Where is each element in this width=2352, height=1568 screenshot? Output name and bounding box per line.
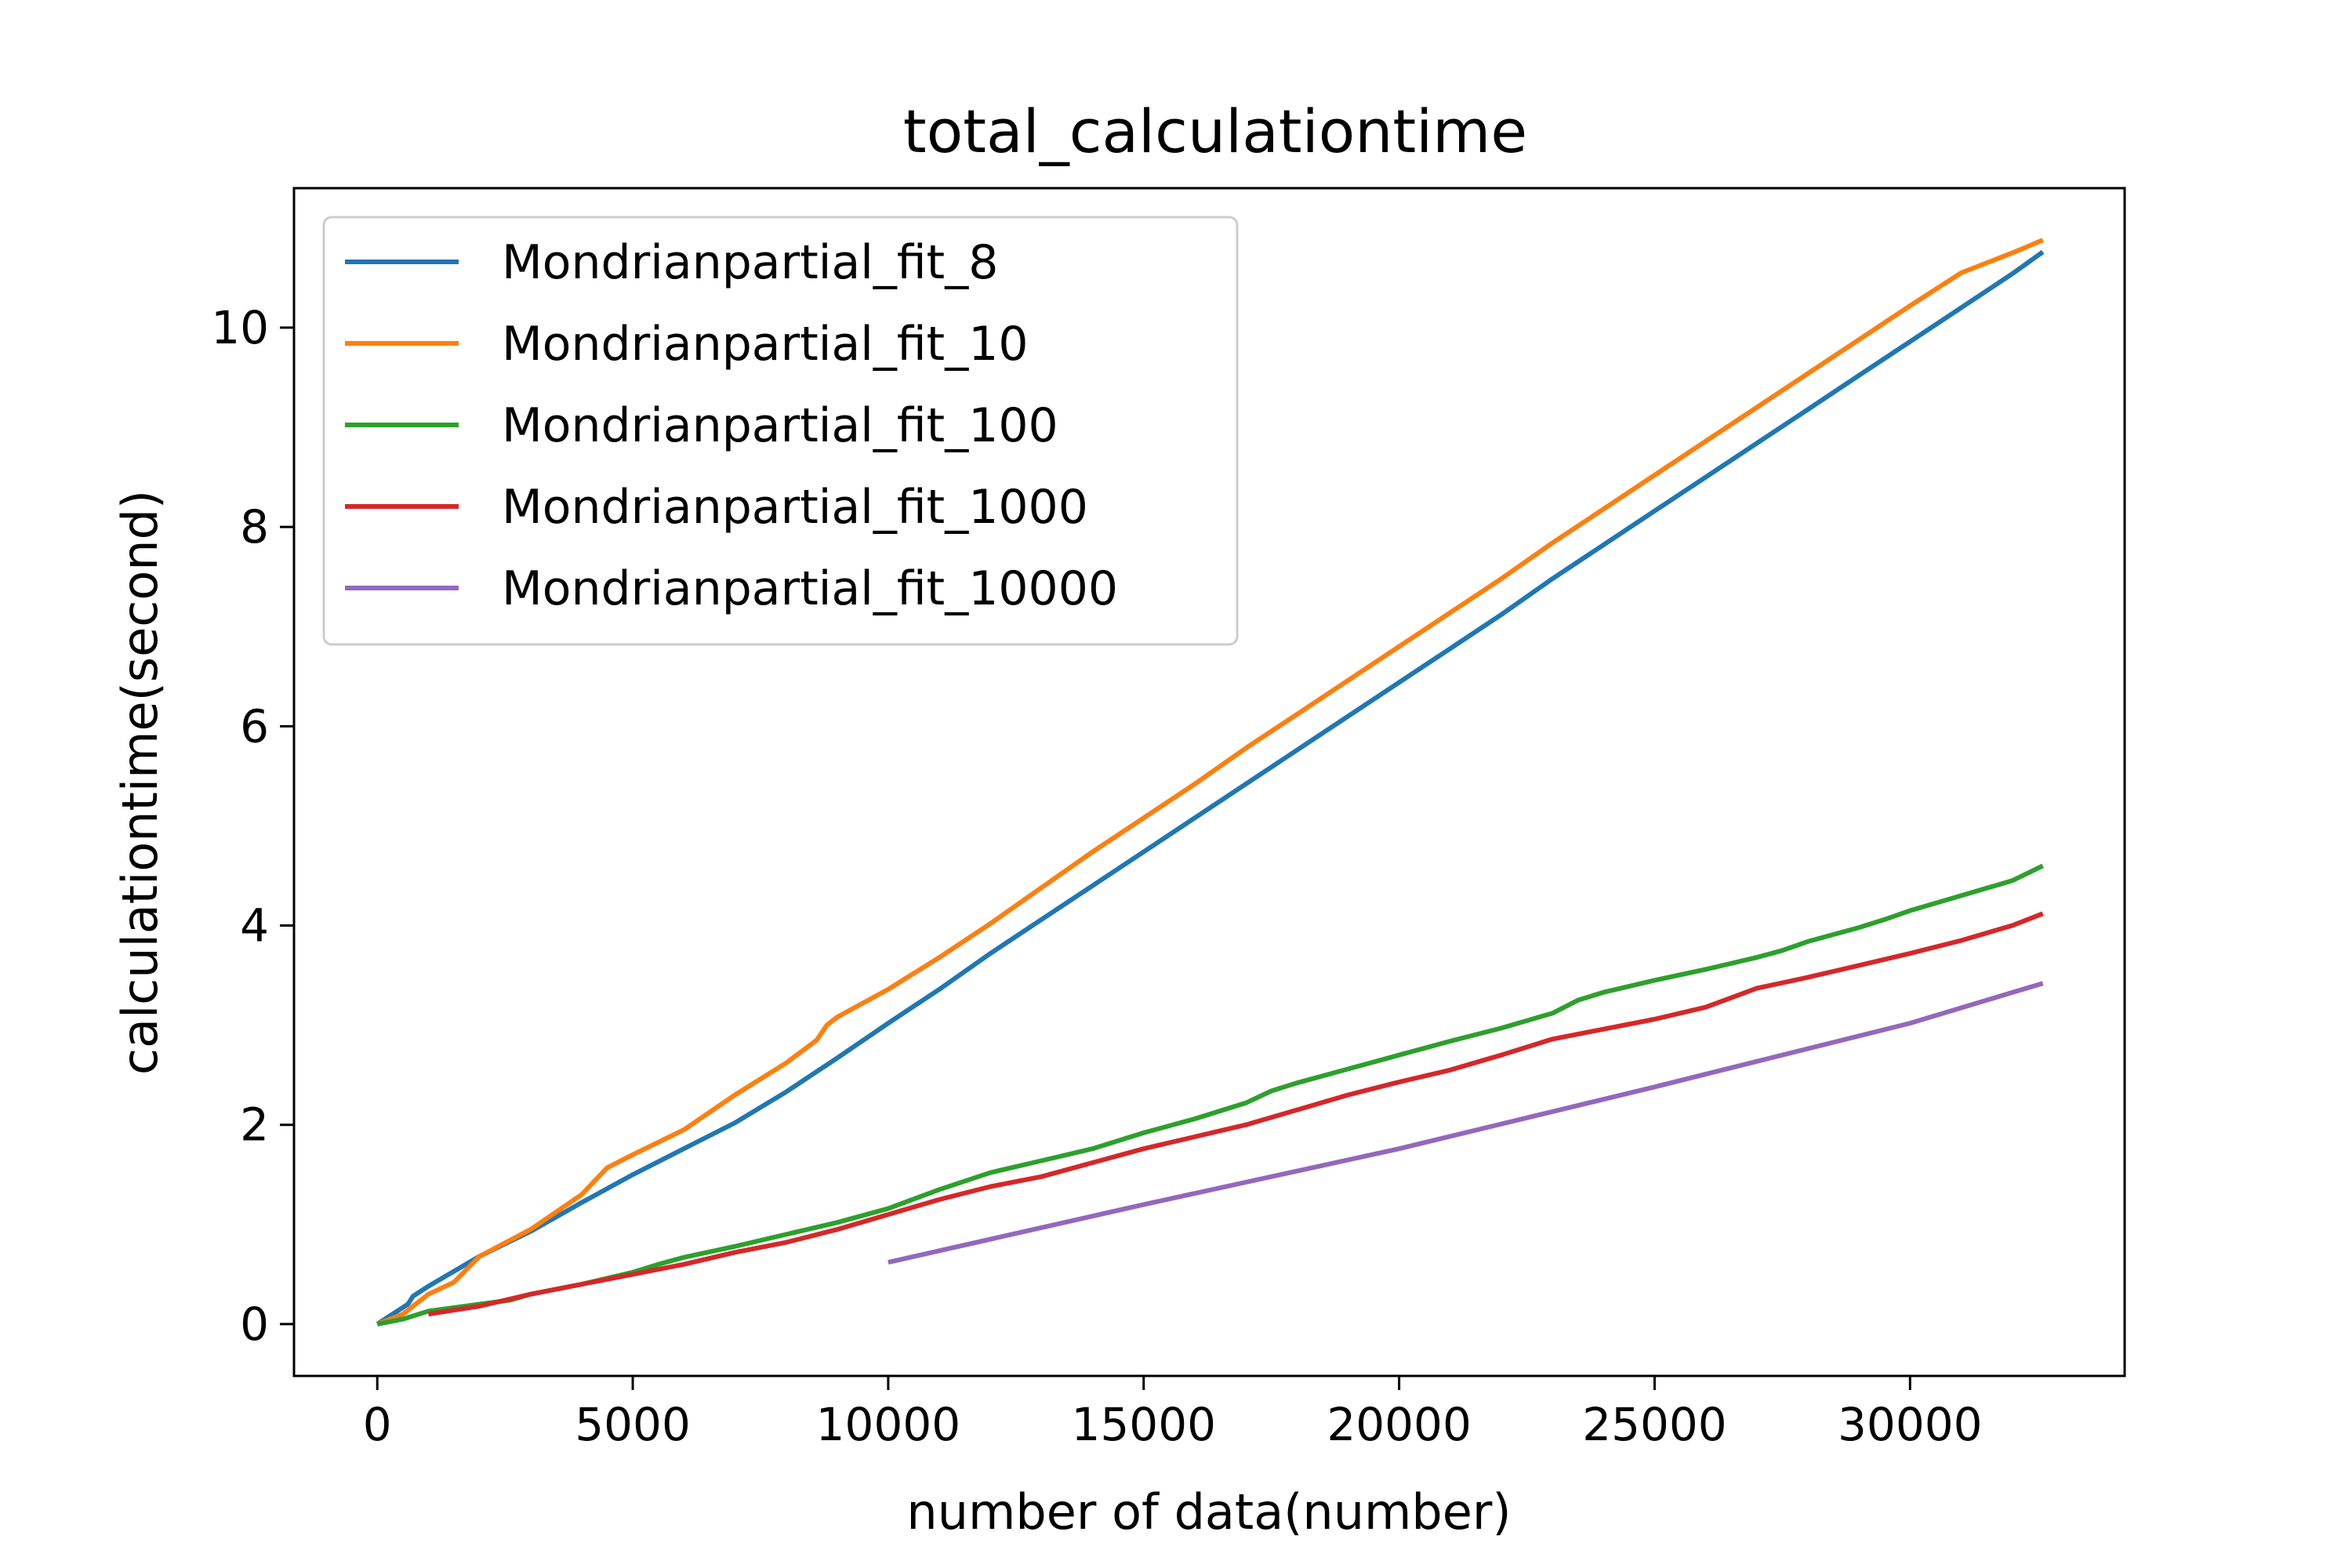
x-tick-label: 10000 <box>816 1398 961 1451</box>
legend-entry-label: Mondrianpartial_fit_100 <box>502 398 1058 453</box>
x-tick-label: 25000 <box>1582 1398 1727 1451</box>
chart-title: total_calculationtime <box>903 96 1527 166</box>
legend-entry-label: Mondrianpartial_fit_1000 <box>502 480 1088 535</box>
series-line <box>376 863 2045 1327</box>
y-tick-label: 0 <box>240 1298 269 1351</box>
y-tick-label: 8 <box>240 500 269 554</box>
legend-entry-label: Mondrianpartial_fit_8 <box>502 235 998 290</box>
plot-area <box>376 238 2045 1327</box>
series-line <box>376 238 2044 1327</box>
x-tick-label: 30000 <box>1838 1398 1983 1451</box>
legend: Mondrianpartial_fit_8 Mondrianpartial_fit… <box>322 216 1239 646</box>
legend-entry-label: Mondrianpartial_fit_10 <box>502 317 1029 372</box>
axes-frame <box>292 187 2126 1377</box>
x-axis-label: number of data(number) <box>906 1483 1511 1541</box>
y-tick-label: 4 <box>240 899 269 953</box>
y-tick-label: 2 <box>240 1098 269 1152</box>
x-tick-label: 0 <box>363 1398 392 1451</box>
y-tick-label: 10 <box>211 301 269 354</box>
x-tick-label: 15000 <box>1072 1398 1217 1451</box>
series-line <box>887 981 2044 1265</box>
x-tick-label: 20000 <box>1327 1398 1472 1451</box>
x-axis-ticks: 0 5000 10000 15000 20000 25000 30000 <box>363 1376 1983 1451</box>
y-axis-ticks: 0 2 4 6 8 10 <box>211 301 294 1351</box>
legend-box <box>322 216 1239 646</box>
series-line <box>427 911 2044 1317</box>
x-tick-label: 5000 <box>575 1398 691 1451</box>
y-axis-label: calculationtime(second) <box>111 490 169 1075</box>
y-tick-label: 6 <box>240 699 269 753</box>
legend-entry-label: Mondrianpartial_fit_10000 <box>502 561 1118 616</box>
